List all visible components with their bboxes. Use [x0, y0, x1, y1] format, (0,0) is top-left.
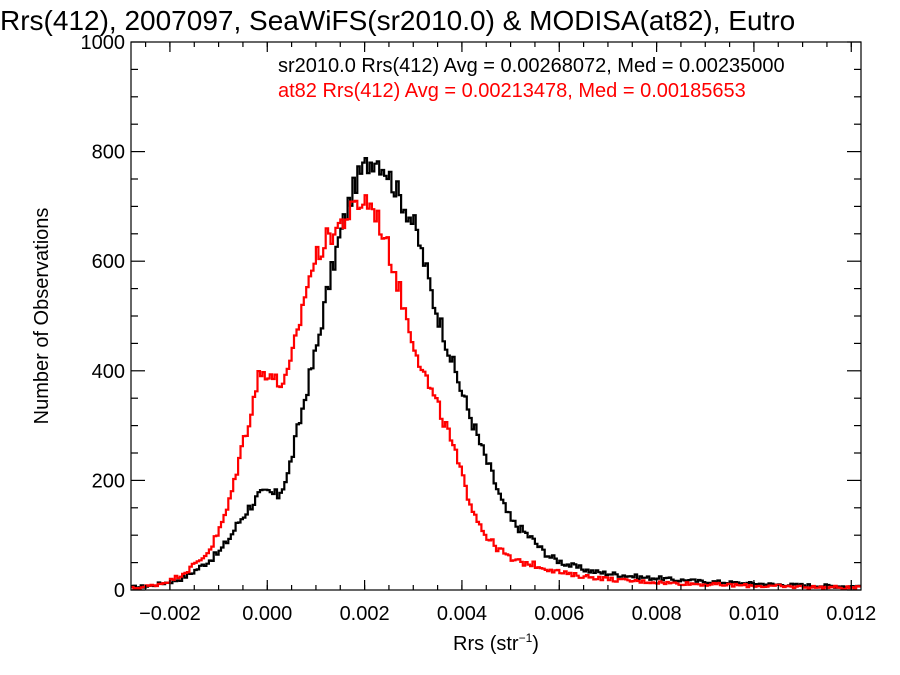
- y-tick-label: 600: [92, 251, 125, 273]
- ticks-layer: −0.002 0.000 0.002 0.004 0.006 0.008 0.010 0.01…: [81, 32, 877, 625]
- y-tick-label: 200: [92, 470, 125, 492]
- plot-frame: [130, 41, 862, 591]
- y-tick-label: 800: [92, 142, 125, 164]
- x-tick-label: 0.000: [242, 603, 292, 625]
- x-tick-label: 0.002: [340, 603, 390, 625]
- x-tick-label: 0.012: [826, 603, 876, 625]
- x-tick-label: −0.002: [139, 603, 201, 625]
- series-at82-histogram: [131, 194, 861, 590]
- y-axis-label: Number of Observations: [31, 208, 53, 425]
- x-tick-label: 0.006: [534, 603, 584, 625]
- x-tick-label: 0.010: [729, 603, 779, 625]
- x-tick-label: 0.008: [632, 603, 682, 625]
- series-sr2010-histogram: [131, 157, 861, 590]
- y-tick-label: 400: [92, 361, 125, 383]
- annotation-series-1: sr2010.0 Rrs(412) Avg = 0.00268072, Med …: [278, 55, 785, 77]
- annotation-series-2: at82 Rrs(412) Avg = 0.00213478, Med = 0.…: [278, 80, 746, 102]
- x-tick-label: 0.004: [437, 603, 487, 625]
- x-axis-label: Rrs (str−1): [453, 631, 539, 655]
- chart-title: Rrs(412), 2007097, SeaWiFS(sr2010.0) & M…: [0, 5, 795, 36]
- series-layer: [131, 157, 861, 590]
- y-tick-label: 1000: [81, 32, 126, 54]
- y-tick-label: 0: [114, 580, 125, 602]
